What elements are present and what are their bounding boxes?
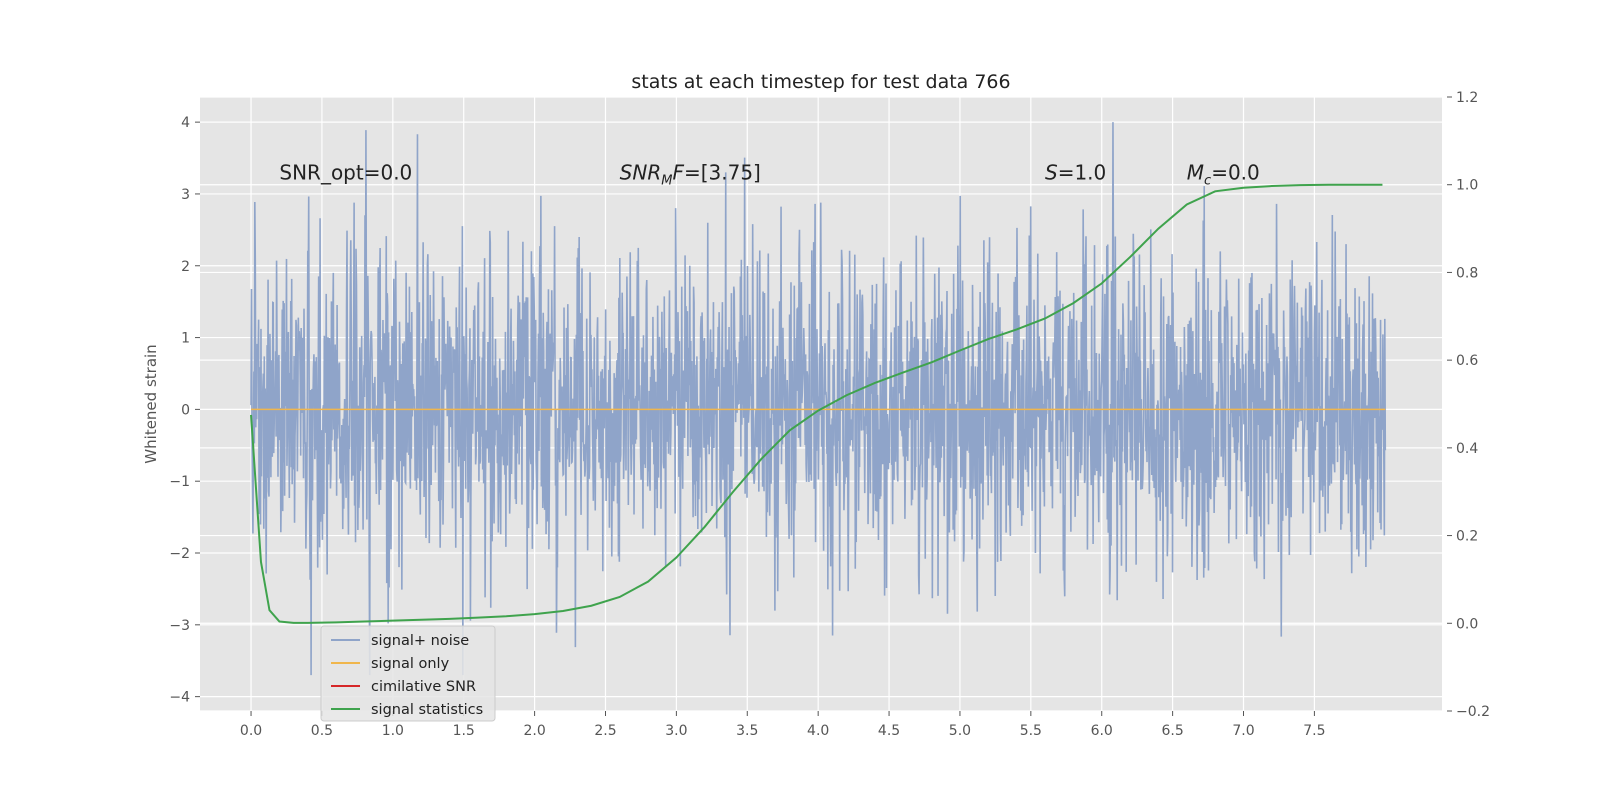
line-series (250, 183, 1386, 624)
y2-tick-label: 1.2 (1456, 90, 1478, 106)
x-tick-label: 6.5 (1161, 723, 1183, 739)
legend-label: signal statistics (371, 702, 483, 718)
y-tick-label: −1 (169, 474, 190, 490)
x-tick-label: 4.5 (878, 723, 900, 739)
x-tick-label: 7.0 (1232, 723, 1254, 739)
legend-label: signal only (371, 656, 450, 672)
legend-label: signal+ noise (371, 633, 469, 649)
x-tick-label: 4.0 (807, 723, 829, 739)
annotation-s: S=1.0 (1045, 161, 1106, 185)
y-tick-label: −3 (169, 618, 190, 634)
x-tick-label: 0.0 (240, 723, 262, 739)
x-tick-label: 0.5 (311, 723, 333, 739)
legend-label: cimilative SNR (371, 679, 476, 695)
right-axis: 1.2 1.0 0.8 0.6 0.4 0.2 0.0 −0.2 (1447, 90, 1490, 720)
y-tick-label: −4 (169, 690, 190, 706)
y2-tick-label: 0.6 (1456, 353, 1478, 369)
y2-tick-label: 0.0 (1456, 616, 1478, 632)
signal-noise-line (250, 122, 1387, 676)
legend-box (320, 625, 496, 722)
chart-title: stats at each timestep for test data 766 (631, 71, 1010, 93)
y-tick-label: 1 (181, 331, 190, 347)
x-tick-label: 1.0 (382, 723, 404, 739)
left-axis: 4 3 2 1 0 −1 −2 −3 −4 (169, 115, 200, 706)
annotation-snr-mf: SNRMF=[3.75] (620, 161, 761, 189)
y2-tick-label: 0.4 (1456, 441, 1478, 457)
x-tick-label: 3.5 (736, 723, 758, 739)
y2-tick-label: 0.8 (1456, 265, 1478, 281)
x-tick-label: 2.0 (523, 723, 545, 739)
x-tick-label: 1.5 (453, 723, 475, 739)
x-tick-label: 5.0 (949, 723, 971, 739)
signal-statistics-line (250, 183, 1383, 624)
y-tick-label: 2 (181, 259, 190, 275)
x-tick-label: 5.5 (1020, 723, 1042, 739)
y-tick-label: 3 (181, 187, 190, 203)
legend: signal+ noise signal only cimilative SNR si… (320, 625, 496, 722)
annotation-mc: Mc=0.0 (1187, 161, 1260, 189)
annotation-snr-opt: SNR_opt=0.0 (279, 161, 412, 185)
annotations: SNR_opt=0.0 SNRMF=[3.75] S=1.0 Mc=0.0 (279, 161, 1259, 189)
x-axis: 0.0 0.5 1.0 1.5 2.0 2.5 3.0 3.5 4.0 4.5 5.0 5.5 6.0 6… (240, 711, 1326, 739)
x-tick-label: 3.0 (665, 723, 687, 739)
y2-tick-label: 0.2 (1456, 529, 1478, 545)
y-tick-label: −2 (169, 546, 190, 562)
x-tick-label: 6.0 (1091, 723, 1113, 739)
x-tick-label: 7.5 (1303, 723, 1325, 739)
x-tick-label: 2.5 (594, 723, 616, 739)
y2-tick-label: 1.0 (1456, 178, 1478, 194)
y2-tick-label: −0.2 (1456, 704, 1490, 720)
signal-noise-series (250, 122, 1387, 676)
y-tick-label: 4 (181, 115, 190, 131)
y-axis-label: Whitened strain (142, 344, 160, 463)
y-tick-label: 0 (181, 402, 190, 418)
